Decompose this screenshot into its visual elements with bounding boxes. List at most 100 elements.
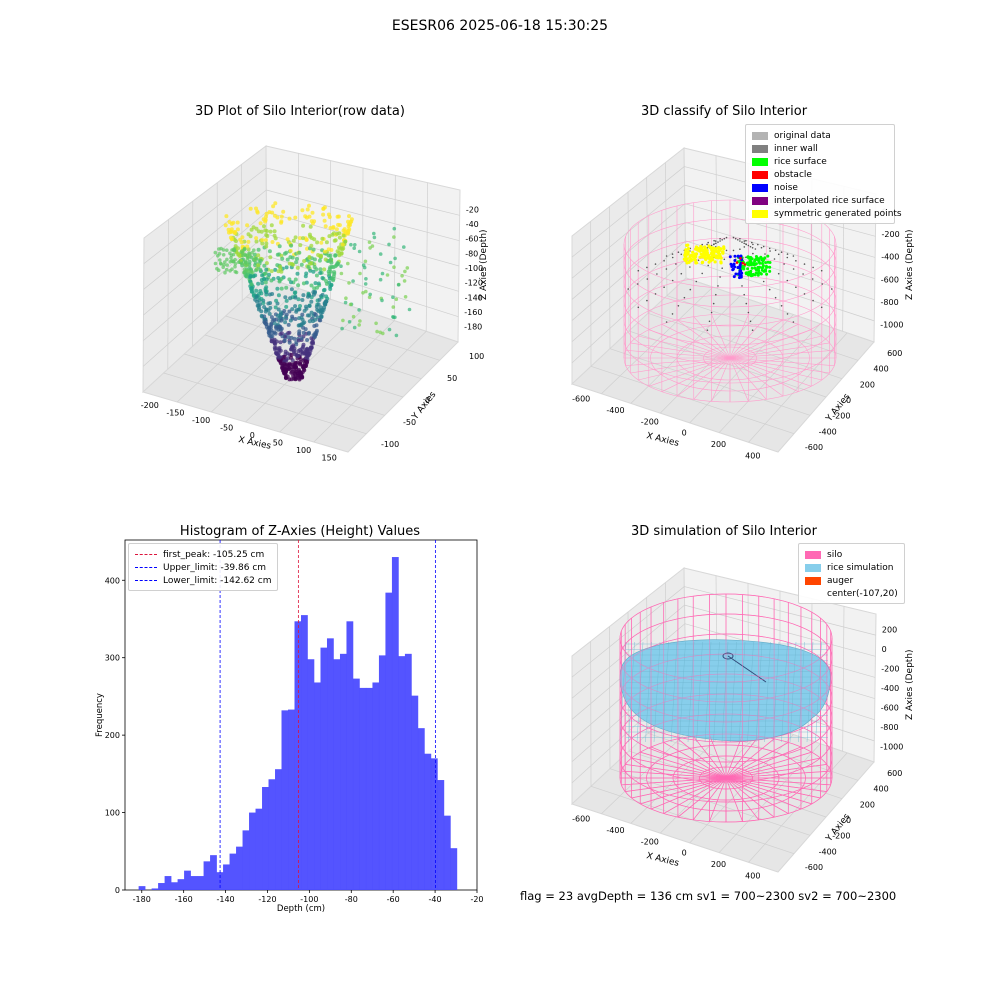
point [287, 309, 292, 314]
x-tick-label: -200 [641, 417, 659, 426]
x-tick-label: 400 [745, 451, 760, 460]
wall-point [792, 255, 795, 257]
symmetric-point [683, 258, 687, 262]
point [307, 319, 312, 324]
point [289, 243, 294, 248]
point [305, 349, 310, 353]
point [284, 285, 289, 290]
point [301, 236, 305, 241]
histogram-bar [151, 888, 159, 890]
legend-label: Lower_limit: -142.62 cm [163, 575, 272, 586]
y-tick-label: -200 [832, 412, 850, 421]
point [260, 281, 265, 286]
point [258, 267, 263, 272]
point [294, 260, 299, 265]
wall-point [734, 237, 737, 240]
point [310, 210, 315, 215]
point [223, 270, 227, 275]
z-tick-label: -1000 [880, 742, 903, 751]
point [267, 328, 272, 333]
grid-line [689, 314, 794, 424]
symmetric-point [684, 248, 688, 252]
rice-surface-point [764, 261, 768, 265]
z-tick-label: 0 [882, 645, 887, 654]
point [388, 260, 393, 265]
y-tick-label: 0 [115, 886, 120, 895]
point [306, 264, 311, 269]
point [298, 304, 302, 308]
symmetric-point [722, 245, 726, 249]
grid-line [590, 366, 795, 434]
point [312, 324, 317, 328]
x-tick-label: -50 [220, 423, 233, 432]
noise-point [731, 267, 735, 271]
wall-point [786, 279, 789, 282]
histogram-bar [268, 779, 276, 890]
point [293, 361, 298, 366]
grid-line [143, 167, 267, 264]
point [396, 283, 401, 287]
histogram-bar [430, 758, 438, 890]
histogram-bar [229, 853, 237, 890]
grid-line [842, 606, 845, 752]
point [283, 295, 288, 300]
legend-item: center(-107,20) [805, 587, 898, 600]
point [290, 307, 295, 312]
mesh-line [645, 641, 652, 743]
point [346, 224, 351, 229]
point [270, 240, 275, 244]
point [297, 316, 302, 321]
point [378, 277, 383, 282]
y-tick-label: 300 [105, 654, 120, 663]
noise-point [728, 255, 732, 259]
point [269, 322, 274, 327]
point [321, 212, 326, 217]
point [287, 340, 292, 345]
point [375, 329, 379, 334]
point [294, 256, 299, 261]
point [278, 340, 283, 345]
wall-point [663, 286, 665, 288]
rice-simulation-surface [619, 593, 833, 823]
wall-point [717, 285, 719, 287]
point [224, 267, 229, 272]
grid-line [571, 240, 686, 342]
histogram-bar [184, 870, 191, 890]
rice-surface-point [764, 264, 768, 268]
legend-swatch [752, 144, 768, 153]
point [341, 233, 346, 238]
point [284, 312, 289, 317]
grid-line [143, 211, 267, 316]
z-axis-label: Z Axies (Depth) [905, 229, 915, 300]
wall-point [752, 243, 754, 246]
y-tick-label: 200 [105, 731, 120, 740]
point [293, 235, 298, 240]
point [367, 240, 372, 244]
point [333, 253, 338, 258]
z-tick-label: -1000 [880, 321, 903, 330]
point [237, 254, 242, 258]
point [274, 346, 279, 351]
wall-point [719, 240, 721, 242]
x-tick-label: -140 [216, 895, 234, 904]
auger-shaft [727, 655, 767, 683]
point [256, 247, 261, 252]
x-tick-label: -200 [641, 837, 659, 846]
wall-point [774, 296, 777, 299]
point [301, 293, 306, 298]
point [346, 219, 350, 224]
point [275, 286, 280, 291]
point [308, 261, 313, 266]
symmetric-point [711, 257, 715, 262]
point [264, 241, 269, 246]
point [312, 265, 317, 269]
point [223, 223, 228, 228]
symmetric-point [716, 246, 721, 250]
legend-label: rice surface [774, 156, 827, 167]
point [340, 326, 344, 331]
point [288, 296, 293, 301]
rice-surface-point [761, 259, 765, 263]
silo-cylinder [623, 199, 837, 403]
point [310, 339, 315, 344]
histogram-bar [424, 753, 432, 890]
